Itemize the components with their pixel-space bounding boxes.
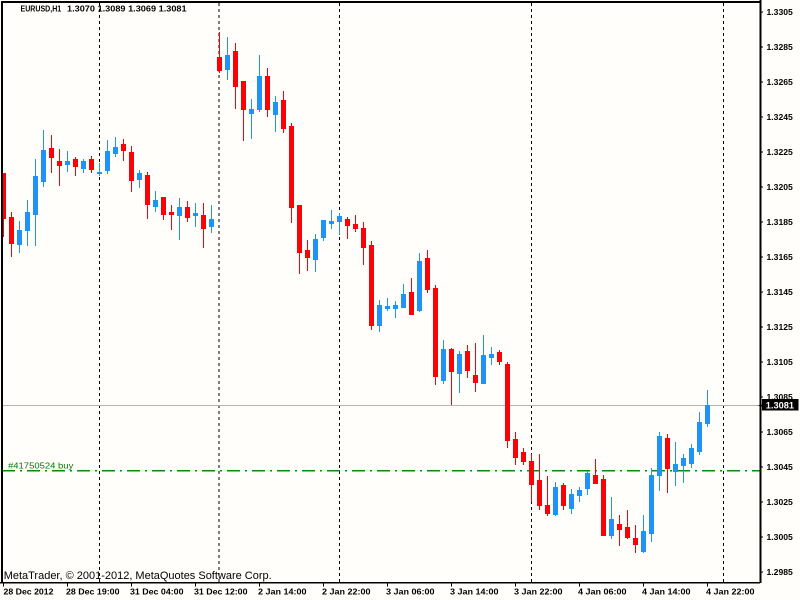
- svg-text:1.3145: 1.3145: [767, 287, 794, 297]
- svg-text:1.3105: 1.3105: [767, 357, 794, 367]
- svg-text:#41750524 buy: #41750524 buy: [8, 460, 74, 470]
- svg-text:1.3185: 1.3185: [767, 217, 794, 227]
- svg-text:1.3265: 1.3265: [767, 77, 794, 87]
- svg-text:1.3245: 1.3245: [767, 112, 794, 122]
- svg-text:2 Jan 22:00: 2 Jan 22:00: [322, 587, 371, 597]
- svg-text:1.3005: 1.3005: [767, 532, 794, 542]
- svg-text:31 Dec 04:00: 31 Dec 04:00: [130, 587, 184, 597]
- svg-text:MetaTrader, © 2001-2012, MetaQ: MetaTrader, © 2001-2012, MetaQuotes Soft…: [4, 570, 272, 582]
- svg-text:1.3285: 1.3285: [767, 42, 794, 52]
- svg-text:1.3165: 1.3165: [767, 252, 794, 262]
- svg-text:EURUSD,H1: EURUSD,H1: [21, 4, 62, 14]
- svg-text:1.3305: 1.3305: [767, 7, 794, 17]
- svg-text:31 Dec 12:00: 31 Dec 12:00: [194, 587, 248, 597]
- svg-text:4 Jan 06:00: 4 Jan 06:00: [578, 587, 627, 597]
- svg-text:4 Jan 14:00: 4 Jan 14:00: [642, 587, 691, 597]
- svg-text:28 Dec 2012: 28 Dec 2012: [4, 587, 54, 597]
- svg-text:1.3070 1.3089 1.3069 1.3081: 1.3070 1.3089 1.3069 1.3081: [67, 4, 187, 14]
- svg-text:2 Jan 14:00: 2 Jan 14:00: [258, 587, 307, 597]
- svg-text:1.3045: 1.3045: [767, 462, 794, 472]
- svg-text:4 Jan 22:00: 4 Jan 22:00: [706, 587, 755, 597]
- svg-text:1.3081: 1.3081: [766, 400, 794, 410]
- svg-text:3 Jan 22:00: 3 Jan 22:00: [514, 587, 563, 597]
- svg-text:1.3085: 1.3085: [767, 392, 794, 402]
- svg-text:1.3065: 1.3065: [767, 427, 794, 437]
- svg-text:1.3125: 1.3125: [767, 322, 794, 332]
- svg-text:1.3225: 1.3225: [767, 147, 794, 157]
- svg-text:3 Jan 06:00: 3 Jan 06:00: [386, 587, 435, 597]
- svg-text:1.3025: 1.3025: [767, 497, 794, 507]
- svg-text:1.3205: 1.3205: [767, 182, 794, 192]
- svg-text:1.2985: 1.2985: [767, 567, 794, 577]
- svg-text:28 Dec 19:00: 28 Dec 19:00: [66, 587, 120, 597]
- svg-text:3 Jan 14:00: 3 Jan 14:00: [450, 587, 499, 597]
